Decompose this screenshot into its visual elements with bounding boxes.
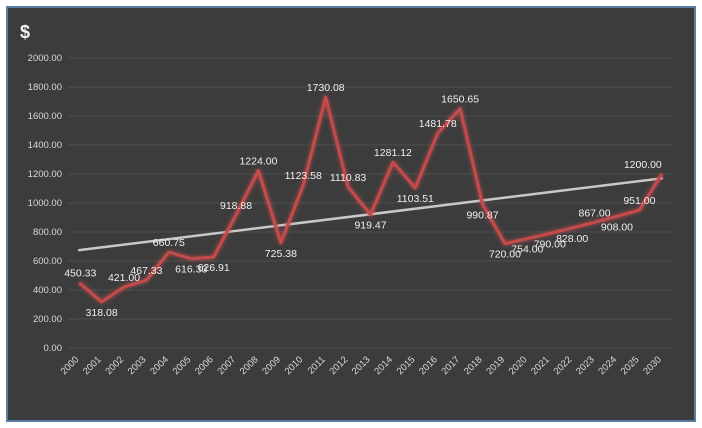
data-label: 919.47: [354, 220, 386, 232]
data-label: 616.33: [175, 264, 207, 276]
gridlines: [68, 57, 673, 349]
data-label: 720.00: [489, 249, 521, 261]
x-tick-label: 2030: [641, 354, 664, 377]
x-tick-label: 2001: [81, 354, 104, 377]
data-label: 421.00: [108, 272, 140, 284]
x-axis-ticks: 2000 2001 2002 2003 2004 2005 2006 2007 2008 2009…: [59, 354, 664, 377]
data-label: 754.00: [511, 244, 543, 256]
data-label: 450.33: [64, 268, 96, 280]
x-tick-label: 2019: [484, 354, 507, 377]
data-label: 990.87: [466, 209, 498, 221]
x-tick-label: 2014: [372, 354, 395, 377]
x-tick-label: 2025: [619, 354, 642, 377]
y-axis-ticks: 0.00 200.00 400.00 600.00 800.00 1000.00 1200.…: [28, 53, 62, 354]
line-chart: 0.00 200.00 400.00 600.00 800.00 1000.00 1200.…: [28, 53, 673, 377]
data-label: 867.00: [579, 207, 611, 219]
chart-frame: $ 0.00 200.00 400.00 600.00 800.00 1000.00 120…: [6, 6, 696, 422]
data-label: 1110.83: [330, 172, 367, 184]
data-label: 1103.51: [397, 193, 434, 205]
y-tick-label: 0.00: [44, 343, 63, 354]
x-tick-label: 2000: [59, 354, 82, 377]
data-label: 828.00: [556, 233, 588, 245]
x-tick-label: 2008: [238, 354, 261, 377]
x-tick-label: 2023: [574, 354, 597, 377]
x-tick-label: 2021: [529, 354, 552, 377]
currency-symbol: $: [20, 22, 31, 42]
data-label: 467.33: [130, 265, 162, 277]
y-tick-label: 800.00: [33, 227, 62, 238]
x-tick-label: 2010: [283, 354, 306, 377]
y-tick-label: 200.00: [33, 314, 62, 325]
data-label: 1224.00: [239, 156, 277, 168]
x-tick-label: 2016: [417, 354, 440, 377]
y-tick-label: 400.00: [33, 285, 62, 296]
x-tick-label: 2009: [260, 354, 283, 377]
data-label: 725.38: [265, 248, 297, 260]
x-tick-label: 2003: [126, 354, 149, 377]
y-tick-label: 1800.00: [28, 82, 62, 93]
x-tick-label: 2020: [507, 354, 530, 377]
y-tick-label: 1000.00: [28, 198, 62, 209]
x-tick-label: 2011: [306, 354, 328, 376]
y-tick-label: 1600.00: [28, 111, 62, 122]
x-tick-label: 2013: [350, 354, 373, 377]
data-label: 1730.08: [307, 82, 345, 94]
data-label: 1481.78: [419, 118, 457, 130]
x-tick-label: 2004: [148, 354, 171, 377]
y-tick-label: 600.00: [33, 256, 62, 267]
x-tick-label: 2012: [327, 354, 350, 377]
x-tick-label: 2022: [552, 354, 575, 377]
data-label: 918.88: [220, 200, 252, 212]
x-tick-label: 2018: [462, 354, 485, 377]
data-label: 660.75: [153, 237, 185, 249]
x-tick-label: 2024: [596, 354, 619, 377]
x-tick-label: 2017: [440, 354, 463, 377]
data-label: 1650.65: [441, 94, 479, 106]
data-label: 951.00: [623, 195, 655, 207]
y-tick-label: 1200.00: [28, 169, 62, 180]
data-label: 1123.58: [285, 170, 322, 182]
x-tick-label: 2015: [395, 354, 418, 377]
data-label: 790.00: [534, 238, 566, 250]
x-tick-label: 2007: [215, 354, 238, 377]
data-label: 1281.12: [374, 147, 412, 159]
data-label: 318.08: [86, 307, 118, 319]
data-label: 908.00: [601, 221, 633, 233]
x-tick-label: 2002: [103, 354, 126, 377]
y-tick-label: 2000.00: [28, 53, 62, 64]
x-tick-label: 2006: [193, 354, 216, 377]
x-tick-label: 2005: [171, 354, 194, 377]
series-line: [78, 95, 664, 304]
data-label: 1200.00: [624, 159, 662, 171]
y-tick-label: 1400.00: [28, 140, 62, 151]
data-label: 626.91: [198, 262, 230, 274]
